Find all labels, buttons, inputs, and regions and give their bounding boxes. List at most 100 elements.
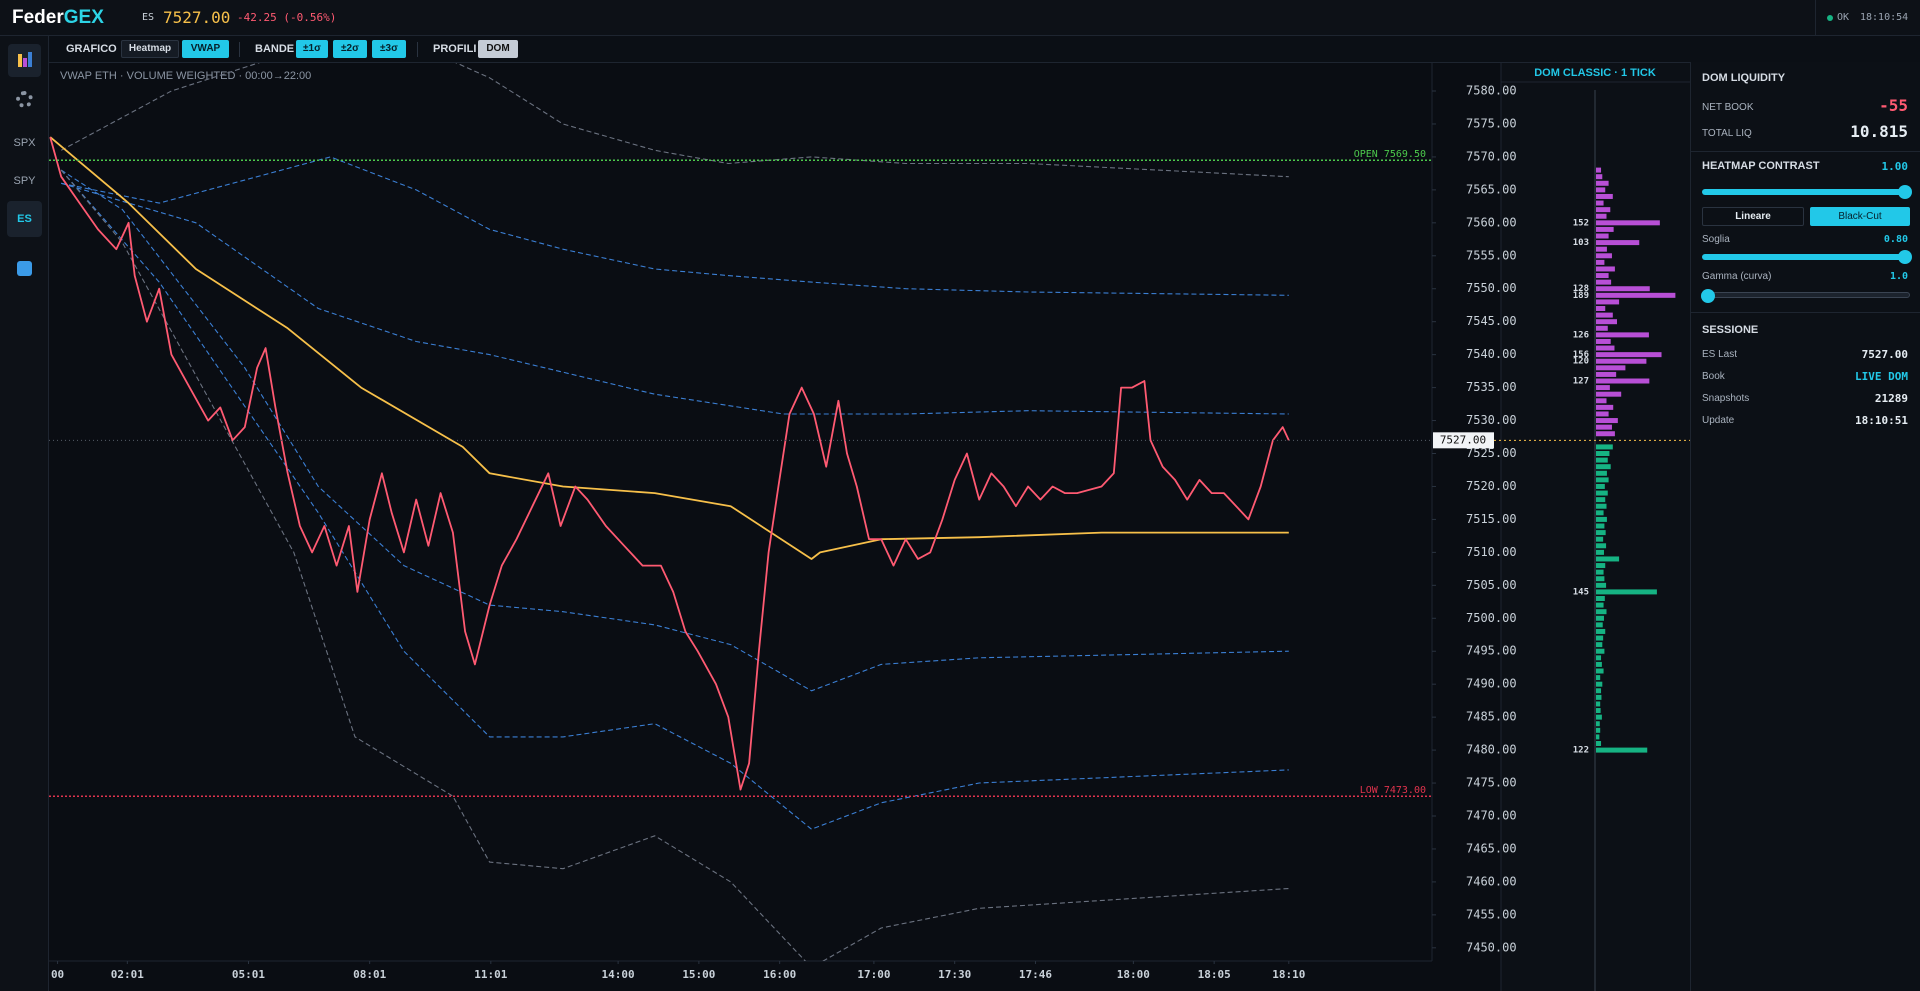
dom-bar [1596,516,1607,522]
active-tab-bg [7,201,42,237]
symbol-tab[interactable]: SPX [13,137,36,149]
button[interactable]: DOM [478,40,518,58]
dom-bar [1596,273,1609,279]
y-tick-label: 7510.00 [1466,545,1517,559]
slider-knob[interactable] [1701,289,1715,303]
label: Update [1702,415,1735,426]
button[interactable]: ±2σ [333,40,367,58]
slider-knob[interactable] [1898,185,1912,199]
y-tick-label: 7530.00 [1466,413,1517,427]
dom-bar [1596,253,1612,259]
dom-bar [1596,167,1602,173]
button[interactable]: ±3σ [372,40,406,58]
x-tick-label: 00 [51,968,64,981]
x-tick-label: 15:00 [682,968,715,981]
value: 7527.00 [1861,348,1908,361]
button[interactable]: ±1σ [296,40,328,58]
y-tick-label: 7480.00 [1466,743,1517,757]
dom-bar [1596,648,1605,654]
series-line [49,136,1289,560]
dom-bar [1596,543,1607,549]
dom-bar [1596,200,1604,206]
button[interactable]: VWAP [182,40,229,58]
mode-button[interactable]: Black-Cut [1810,207,1910,226]
dom-bar [1596,220,1660,226]
settings-icon[interactable] [16,91,33,108]
ref-label: OPEN 7569.50 [1354,149,1426,160]
x-tick-label: 16:00 [763,968,796,981]
x-tick-label: 14:00 [602,968,635,981]
dom-bar [1596,556,1620,562]
y-tick-label: 7525.00 [1466,446,1517,460]
symbol: ES [142,12,155,23]
dom-bar [1596,668,1604,674]
dom-size-label: 152 [1573,218,1589,228]
dom-bar [1596,398,1607,404]
series-line [49,136,1290,791]
dom-bar [1596,338,1611,344]
toolbar: GRAFICO Heatmap VWAP BANDE ±1σ ±2σ ±3σ P… [49,36,1920,63]
dom-size-label: 103 [1573,238,1589,248]
y-tick-label: 7465.00 [1466,841,1517,855]
value: LIVE DOM [1855,370,1908,383]
clock: 18:10:54 [1860,12,1909,23]
slider[interactable] [1702,185,1912,199]
dom-bar [1596,180,1609,186]
refresh-icon[interactable] [17,261,32,276]
dom-bar [1596,477,1609,483]
slider[interactable] [1701,289,1910,303]
y-tick-label: 7560.00 [1466,215,1517,229]
dom-size-label: 145 [1573,587,1589,597]
dom-bar [1596,530,1606,536]
dom-bar [1596,609,1607,615]
chart-subtitle: VWAP ETH · VOLUME WEIGHTED · 00:00→22:00 [60,70,311,82]
dom-size-label: 128 [1573,284,1589,294]
dom-size-label: 127 [1573,377,1589,387]
logo-a: Feder [12,7,64,28]
icon-bar [28,52,32,67]
dom-bar [1596,655,1602,661]
y-tick-label: 7460.00 [1466,874,1517,888]
symbol-tab[interactable]: ES [17,213,32,225]
last-label: 7527.00 [1440,433,1486,446]
button[interactable]: Heatmap [121,40,179,58]
dom-bar [1596,642,1603,648]
slider[interactable] [1702,250,1912,264]
separator [239,42,240,57]
y-tick-label: 7450.00 [1466,940,1517,954]
series-line [60,169,1289,830]
y-tick-label: 7495.00 [1466,644,1517,658]
y-tick-label: 7535.00 [1466,380,1517,394]
value: 1.0 [1889,271,1908,282]
section-title: DOM LIQUIDITY [1702,72,1786,84]
icon-bar [18,54,22,67]
plot-area [49,63,1290,961]
dom-bar [1596,424,1612,430]
status: OK [1837,12,1850,23]
dom-bar [1596,523,1605,529]
dom-bar [1596,325,1608,331]
x-tick-label: 08:01 [353,968,386,981]
dom-bar [1596,444,1613,450]
dom-bar [1596,661,1602,667]
dom-bar [1596,358,1647,364]
dom-bar [1596,292,1676,298]
series-line [61,182,1289,415]
group-label: PROFILI [433,43,477,55]
value: -55 [1879,96,1908,115]
section-title: SESSIONE [1702,324,1759,336]
dom-bar [1596,187,1606,193]
dom-bar [1596,411,1609,417]
dom-bar [1596,582,1607,588]
dom-bar [1596,352,1662,358]
symbol-tab[interactable]: SPY [13,175,36,187]
x-tick-label: 17:46 [1019,968,1052,981]
slider-knob[interactable] [1898,250,1912,264]
dom-size-label: 122 [1573,746,1589,756]
chart-icon[interactable] [8,44,41,77]
dom-bar [1596,721,1600,727]
dom-title: DOM CLASSIC · 1 TICK [1534,67,1656,79]
group-label: GRAFICO [66,43,117,55]
mode-button[interactable]: Lineare [1702,207,1804,226]
